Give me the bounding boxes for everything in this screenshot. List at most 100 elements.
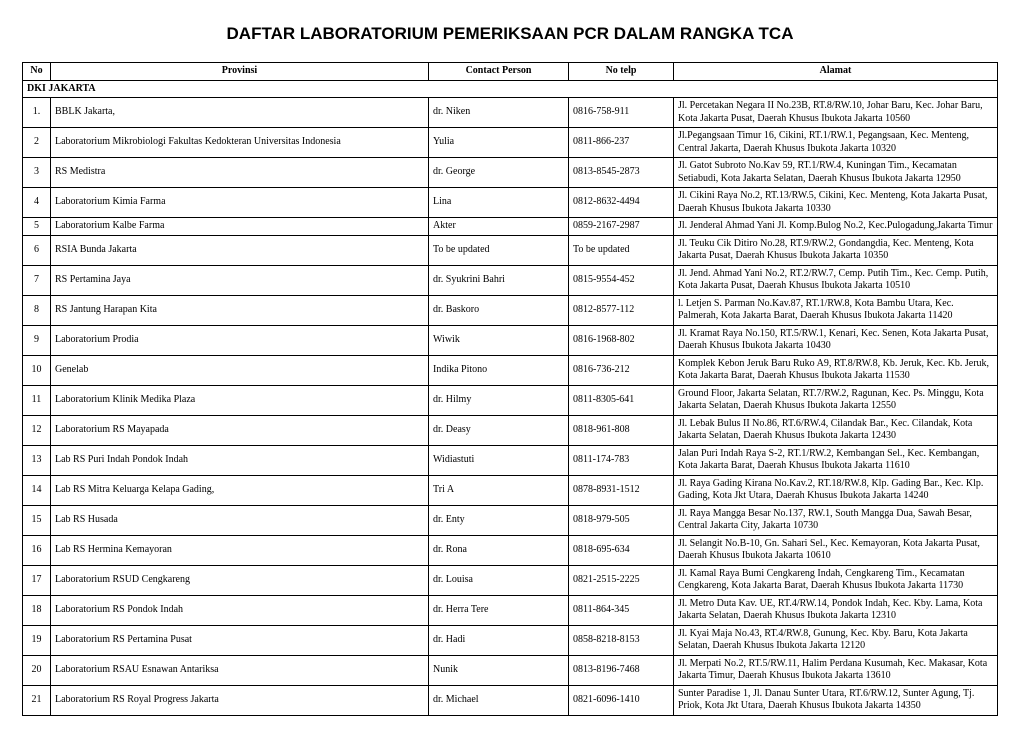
cell-contact-person: Wiwik — [429, 325, 569, 355]
cell-contact-person: dr. Niken — [429, 98, 569, 128]
cell-no: 12 — [23, 415, 51, 445]
table-row: 10GenelabIndika Pitono0816-736-212Komple… — [23, 355, 998, 385]
cell-alamat: Jl. Merpati No.2, RT.5/RW.11, Halim Perd… — [674, 655, 998, 685]
cell-contact-person: dr. Baskoro — [429, 295, 569, 325]
table-row: 17Laboratorium RSUD Cengkarengdr. Louisa… — [23, 565, 998, 595]
cell-provinsi: Laboratorium Prodia — [51, 325, 429, 355]
cell-contact-person: Indika Pitono — [429, 355, 569, 385]
cell-alamat: Komplek Kebon Jeruk Baru Ruko A9, RT.8/R… — [674, 355, 998, 385]
cell-no-telp: 0858-8218-8153 — [569, 625, 674, 655]
cell-provinsi: Genelab — [51, 355, 429, 385]
cell-alamat: Jl. Percetakan Negara II No.23B, RT.8/RW… — [674, 98, 998, 128]
cell-no: 10 — [23, 355, 51, 385]
cell-no: 21 — [23, 685, 51, 715]
section-row: DKI JAKARTA — [23, 80, 998, 98]
cell-no-telp: 0811-864-345 — [569, 595, 674, 625]
cell-no: 15 — [23, 505, 51, 535]
cell-no: 1. — [23, 98, 51, 128]
table-row: 16Lab RS Hermina Kemayorandr. Rona0818-6… — [23, 535, 998, 565]
cell-contact-person: dr. Rona — [429, 535, 569, 565]
cell-provinsi: Laboratorium Kimia Farma — [51, 188, 429, 218]
cell-alamat: Jl. Selangit No.B-10, Gn. Sahari Sel., K… — [674, 535, 998, 565]
cell-no: 5 — [23, 218, 51, 236]
cell-alamat: l. Letjen S. Parman No.Kav.87, RT.1/RW.8… — [674, 295, 998, 325]
cell-contact-person: dr. Enty — [429, 505, 569, 535]
cell-contact-person: dr. Louisa — [429, 565, 569, 595]
cell-no-telp: To be updated — [569, 235, 674, 265]
cell-no-telp: 0818-979-505 — [569, 505, 674, 535]
cell-contact-person: To be updated — [429, 235, 569, 265]
cell-provinsi: Lab RS Mitra Keluarga Kelapa Gading, — [51, 475, 429, 505]
cell-contact-person: Yulia — [429, 128, 569, 158]
cell-alamat: Jl. Kamal Raya Bumi Cengkareng Indah, Ce… — [674, 565, 998, 595]
cell-provinsi: RSIA Bunda Jakarta — [51, 235, 429, 265]
cell-no: 19 — [23, 625, 51, 655]
cell-no-telp: 0821-6096-1410 — [569, 685, 674, 715]
table-row: 2Laboratorium Mikrobiologi Fakultas Kedo… — [23, 128, 998, 158]
table-row: 14Lab RS Mitra Keluarga Kelapa Gading,Tr… — [23, 475, 998, 505]
cell-no-telp: 0812-8577-112 — [569, 295, 674, 325]
cell-contact-person: Tri A — [429, 475, 569, 505]
cell-provinsi: Lab RS Puri Indah Pondok Indah — [51, 445, 429, 475]
table-row: 21Laboratorium RS Royal Progress Jakarta… — [23, 685, 998, 715]
table-row: 18Laboratorium RS Pondok Indahdr. Herra … — [23, 595, 998, 625]
col-header-contact-person: Contact Person — [429, 63, 569, 81]
cell-no-telp: 0812-8632-4494 — [569, 188, 674, 218]
section-label: DKI JAKARTA — [23, 80, 998, 98]
cell-no-telp: 0818-695-634 — [569, 535, 674, 565]
document-page: DAFTAR LABORATORIUM PEMERIKSAAN PCR DALA… — [0, 0, 1020, 740]
cell-no: 7 — [23, 265, 51, 295]
cell-no-telp: 0813-8545-2873 — [569, 158, 674, 188]
cell-no: 3 — [23, 158, 51, 188]
table-row: 20Laboratorium RSAU Esnawan AntariksaNun… — [23, 655, 998, 685]
cell-provinsi: Laboratorium RSUD Cengkareng — [51, 565, 429, 595]
cell-alamat: Jl. Cikini Raya No.2, RT.13/RW.5, Cikini… — [674, 188, 998, 218]
cell-provinsi: RS Jantung Harapan Kita — [51, 295, 429, 325]
cell-contact-person: Nunik — [429, 655, 569, 685]
cell-alamat: Jl. Gatot Subroto No.Kav 59, RT.1/RW.4, … — [674, 158, 998, 188]
cell-no: 14 — [23, 475, 51, 505]
cell-no-telp: 0815-9554-452 — [569, 265, 674, 295]
table-row: 19Laboratorium RS Pertamina Pusatdr. Had… — [23, 625, 998, 655]
cell-provinsi: Laboratorium RS Mayapada — [51, 415, 429, 445]
cell-no: 11 — [23, 385, 51, 415]
table-row: 1.BBLK Jakarta,dr. Niken0816-758-911Jl. … — [23, 98, 998, 128]
cell-no: 6 — [23, 235, 51, 265]
cell-contact-person: dr. Syukrini Bahri — [429, 265, 569, 295]
col-header-no: No — [23, 63, 51, 81]
cell-alamat: Sunter Paradise 1, Jl. Danau Sunter Utar… — [674, 685, 998, 715]
table-header-row: No Provinsi Contact Person No telp Alama… — [23, 63, 998, 81]
cell-contact-person: dr. Hilmy — [429, 385, 569, 415]
table-row: 5Laboratorium Kalbe FarmaAkter0859-2167-… — [23, 218, 998, 236]
cell-alamat: Jl. Teuku Cik Ditiro No.28, RT.9/RW.2, G… — [674, 235, 998, 265]
cell-alamat: Jl.Pegangsaan Timur 16, Cikini, RT.1/RW.… — [674, 128, 998, 158]
cell-provinsi: Laboratorium RS Pertamina Pusat — [51, 625, 429, 655]
cell-alamat: Jl. Kramat Raya No.150, RT.5/RW.1, Kenar… — [674, 325, 998, 355]
cell-no-telp: 0859-2167-2987 — [569, 218, 674, 236]
cell-provinsi: Laboratorium RS Pondok Indah — [51, 595, 429, 625]
table-row: 15Lab RS Husadadr. Enty0818-979-505Jl. R… — [23, 505, 998, 535]
cell-provinsi: RS Medistra — [51, 158, 429, 188]
cell-contact-person: Widiastuti — [429, 445, 569, 475]
table-row: 9Laboratorium ProdiaWiwik0816-1968-802Jl… — [23, 325, 998, 355]
cell-no-telp: 0878-8931-1512 — [569, 475, 674, 505]
cell-alamat: Jl. Raya Mangga Besar No.137, RW.1, Sout… — [674, 505, 998, 535]
table-row: 8RS Jantung Harapan Kitadr. Baskoro0812-… — [23, 295, 998, 325]
cell-no: 2 — [23, 128, 51, 158]
cell-no-telp: 0818-961-808 — [569, 415, 674, 445]
cell-contact-person: dr. Michael — [429, 685, 569, 715]
cell-provinsi: Laboratorium RS Royal Progress Jakarta — [51, 685, 429, 715]
cell-no-telp: 0811-174-783 — [569, 445, 674, 475]
cell-contact-person: dr. Hadi — [429, 625, 569, 655]
cell-no-telp: 0811-8305-641 — [569, 385, 674, 415]
cell-no: 17 — [23, 565, 51, 595]
cell-alamat: Jl. Lebak Bulus II No.86, RT.6/RW.4, Cil… — [674, 415, 998, 445]
cell-alamat: Jl. Metro Duta Kav. UE, RT.4/RW.14, Pond… — [674, 595, 998, 625]
col-header-provinsi: Provinsi — [51, 63, 429, 81]
cell-no-telp: 0813-8196-7468 — [569, 655, 674, 685]
cell-no: 20 — [23, 655, 51, 685]
cell-contact-person: Lina — [429, 188, 569, 218]
table-row: 11Laboratorium Klinik Medika Plazadr. Hi… — [23, 385, 998, 415]
cell-alamat: Ground Floor, Jakarta Selatan, RT.7/RW.2… — [674, 385, 998, 415]
cell-no-telp: 0816-1968-802 — [569, 325, 674, 355]
